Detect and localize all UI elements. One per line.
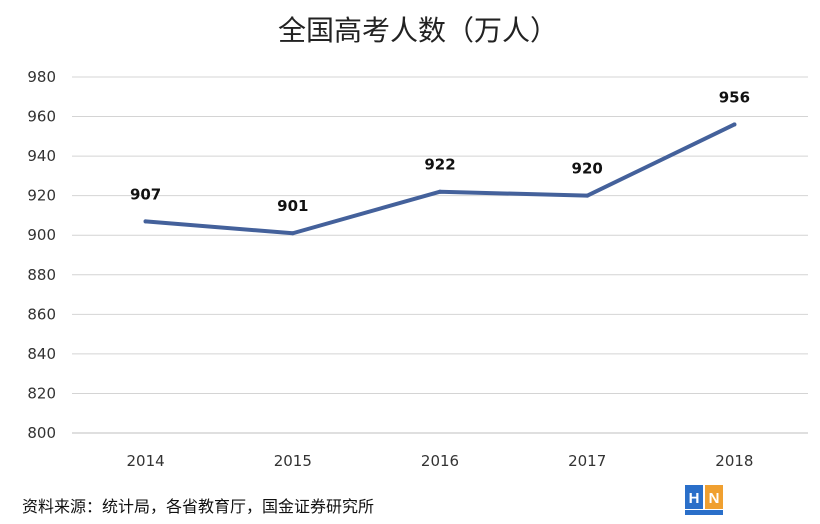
y-tick-label: 960: [27, 108, 56, 126]
y-tick-label: 900: [27, 226, 56, 244]
svg-text:H: H: [689, 490, 700, 507]
y-tick-label: 920: [27, 187, 56, 205]
x-axis-ticks: 2014 2015 2016 2017 2018: [127, 452, 754, 470]
x-tick-label: 2014: [127, 452, 165, 470]
y-tick-label: 800: [27, 424, 56, 442]
y-axis-ticks: 800 820 840 860 880 900 920 940 960 980: [27, 68, 56, 442]
data-point: [585, 193, 590, 198]
source-note: 资料来源：统计局，各省教育厅，国金证券研究所: [22, 497, 375, 516]
data-label: 907: [130, 185, 161, 203]
y-tick-label: 840: [27, 345, 56, 363]
data-label: 922: [424, 156, 455, 174]
data-point: [732, 122, 737, 127]
x-tick-label: 2017: [568, 452, 606, 470]
y-tick-label: 820: [27, 384, 56, 402]
data-point: [438, 189, 442, 194]
data-point: [290, 231, 295, 236]
y-tick-label: 880: [27, 266, 56, 284]
data-label: 920: [572, 160, 603, 178]
y-tick-label: 980: [27, 68, 56, 86]
data-labels: 907 901 922 920 956: [130, 88, 750, 215]
y-tick-label: 940: [27, 147, 56, 165]
x-tick-label: 2018: [715, 452, 753, 470]
series-line: [143, 122, 737, 236]
data-label: 901: [277, 197, 308, 215]
y-tick-label: 860: [27, 305, 56, 323]
hn-logo-icon: H N: [685, 485, 723, 515]
data-point: [143, 219, 148, 224]
data-label: 956: [719, 88, 750, 106]
svg-text:N: N: [709, 490, 720, 507]
series-layer: [143, 122, 737, 236]
x-tick-label: 2015: [274, 452, 312, 470]
chart-title: 全国高考人数（万人）: [278, 14, 558, 47]
x-tick-label: 2016: [421, 452, 459, 470]
gridlines: [72, 76, 808, 434]
